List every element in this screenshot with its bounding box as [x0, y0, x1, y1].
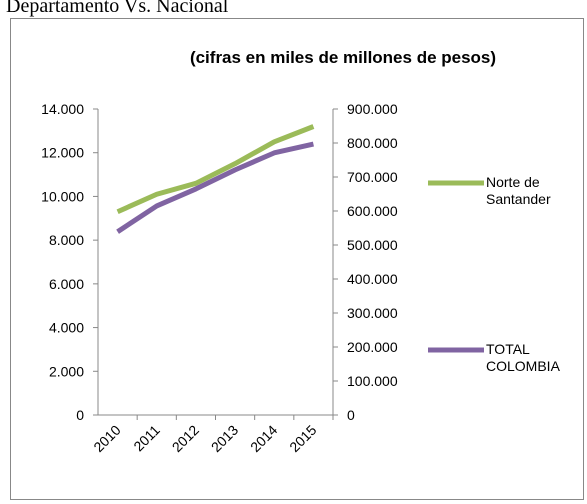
y2-tick-label: 800.000: [347, 135, 398, 151]
legend-label: Norte de Santander: [486, 174, 551, 207]
y2-tick-label: 900.000: [347, 101, 398, 117]
y-tick-label: 8.000: [49, 232, 84, 248]
series-line: [116, 141, 314, 234]
y2-tick-label: 200.000: [347, 339, 398, 355]
y-tick-label: 0: [76, 407, 84, 423]
chart-frame: [10, 18, 584, 500]
y-tick-label: 10.000: [41, 188, 84, 204]
x-tick-label: 2015: [286, 422, 319, 455]
x-tick-label: 2012: [169, 422, 202, 455]
x-tick-label: 2014: [247, 422, 280, 455]
series-line: [116, 124, 315, 215]
y-tick-label: 12.000: [41, 145, 84, 161]
y-tick-label: 4.000: [49, 320, 84, 336]
x-tick-label: 2013: [208, 422, 241, 455]
y2-tick-label: 500.000: [347, 237, 398, 253]
y-tick-label: 2.000: [49, 363, 84, 379]
y2-tick-label: 100.000: [347, 373, 398, 389]
y2-tick-label: 700.000: [347, 169, 398, 185]
legend-label: TOTAL COLOMBIA: [486, 341, 560, 374]
y-tick-label: 14.000: [41, 101, 84, 117]
y-tick-label: 6.000: [49, 276, 84, 292]
y2-tick-label: 600.000: [347, 203, 398, 219]
heading: Departamento Vs. Nacional: [6, 0, 229, 17]
y2-tick-label: 300.000: [347, 305, 398, 321]
x-tick-label: 2010: [90, 422, 123, 455]
x-tick-label: 2011: [130, 422, 163, 455]
y2-tick-label: 0: [347, 407, 355, 423]
chart-title: (cifras en miles de millones de pesos): [190, 48, 496, 67]
y2-tick-label: 400.000: [347, 271, 398, 287]
